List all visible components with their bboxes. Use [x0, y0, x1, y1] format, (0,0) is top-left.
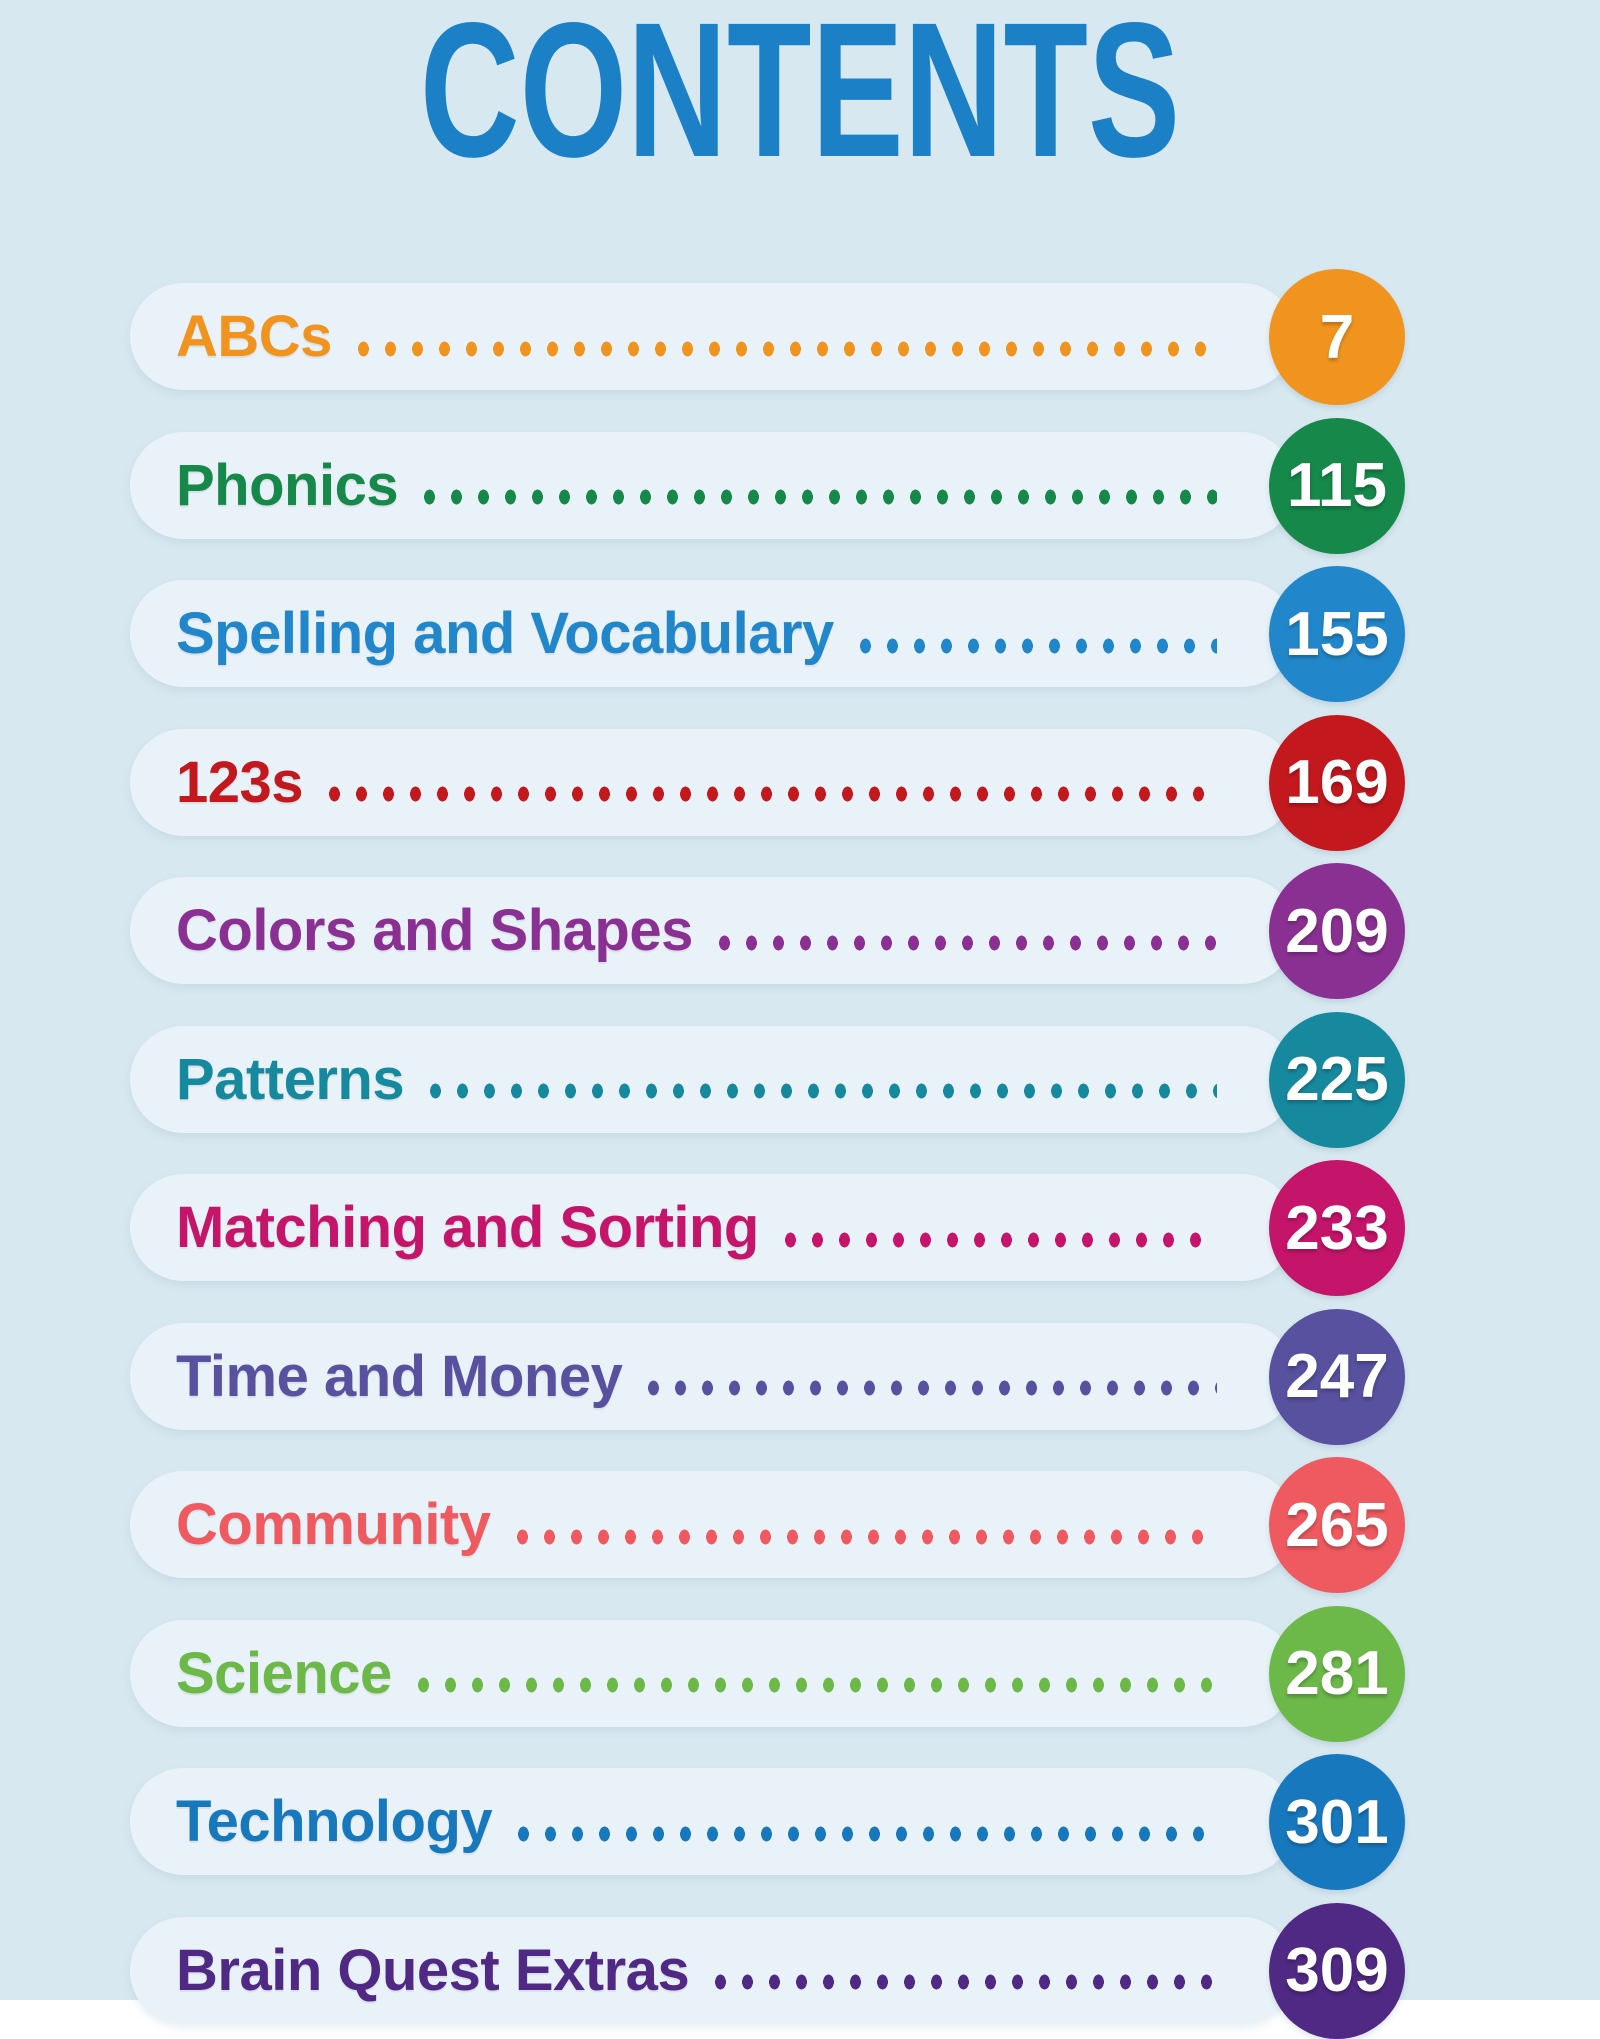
toc-entry-title: Patterns: [176, 1046, 405, 1112]
toc-entry-title: Phonics: [176, 452, 399, 518]
page-number-badge: 7: [1269, 269, 1405, 405]
page-number: 115: [1286, 451, 1388, 520]
toc-row: Phonics 115: [130, 417, 1406, 554]
dotted-leader: [349, 337, 1217, 360]
toc-row-pill: 123s: [130, 728, 1295, 836]
dotted-leader: [776, 1228, 1217, 1251]
toc-entry-title: Community: [176, 1492, 491, 1557]
toc-row-pill: Community: [130, 1471, 1295, 1578]
page-number-badge: 233: [1269, 1160, 1405, 1296]
dotted-leader: [321, 783, 1217, 805]
page-number: 155: [1285, 599, 1389, 669]
toc-row-pill: Colors and Shapes: [130, 877, 1295, 984]
toc-row: Colors and Shapes 209: [130, 863, 1406, 999]
toc-entry-title: ABCs: [176, 304, 332, 369]
toc-row: Patterns 225: [130, 1011, 1406, 1148]
toc-row: ABCs 7: [130, 269, 1406, 405]
toc-row: Brain Quest Extras 309: [130, 1902, 1406, 2039]
toc-row-pill: Technology: [130, 1768, 1295, 1875]
page-number-badge: 169: [1269, 714, 1405, 851]
dotted-leader: [416, 486, 1217, 508]
page-number-badge: 209: [1269, 863, 1405, 999]
toc-entry-title: Science: [176, 1640, 392, 1706]
toc-row-pill: Science: [130, 1619, 1295, 1727]
contents-list: ABCs 7 Phonics 115 Spelling and Vocabula…: [130, 269, 1406, 2039]
toc-row-pill: Spelling and Vocabulary: [130, 580, 1295, 687]
toc-row: Community 265: [130, 1457, 1406, 1593]
page-number: 225: [1285, 1045, 1389, 1114]
toc-row: Time and Money 247: [130, 1308, 1406, 1445]
page-number-badge: 265: [1269, 1457, 1405, 1593]
dotted-leader: [508, 1525, 1217, 1548]
page-number: 247: [1285, 1342, 1389, 1411]
page-number: 209: [1285, 896, 1389, 966]
page-number-badge: 115: [1269, 417, 1405, 554]
toc-row-pill: Phonics: [130, 431, 1295, 539]
page-title: CONTENTS: [419, 0, 1181, 197]
page-number: 7: [1319, 302, 1355, 372]
toc-row-pill: Patterns: [130, 1025, 1295, 1133]
dotted-leader: [851, 634, 1217, 657]
toc-row: Spelling and Vocabulary 155: [130, 566, 1406, 702]
page-number: 265: [1285, 1490, 1389, 1560]
toc-row-pill: ABCs: [130, 283, 1295, 390]
dotted-leader: [409, 1674, 1217, 1696]
page-number: 281: [1285, 1639, 1389, 1708]
toc-row-pill: Time and Money: [130, 1322, 1295, 1430]
page-number-badge: 281: [1269, 1605, 1405, 1742]
toc-row: 123s 169: [130, 714, 1406, 851]
toc-entry-title: Time and Money: [176, 1343, 623, 1409]
toc-row-pill: Brain Quest Extras: [130, 1916, 1295, 2024]
toc-entry-title: Brain Quest Extras: [176, 1937, 690, 2003]
page-number: 301: [1285, 1787, 1389, 1857]
toc-entry-title: 123s: [176, 749, 304, 815]
dotted-leader: [710, 931, 1217, 954]
page-number-badge: 247: [1269, 1308, 1405, 1445]
page-number: 309: [1285, 1936, 1389, 2005]
dotted-leader: [707, 1971, 1217, 1993]
dotted-leader: [422, 1080, 1217, 1102]
page-number-badge: 155: [1269, 566, 1405, 702]
toc-row-pill: Matching and Sorting: [130, 1174, 1295, 1281]
toc-entry-title: Spelling and Vocabulary: [176, 601, 834, 666]
page-number-badge: 309: [1269, 1902, 1405, 2039]
toc-entry-title: Matching and Sorting: [176, 1195, 759, 1260]
toc-row: Technology 301: [130, 1754, 1406, 1890]
toc-row: Science 281: [130, 1605, 1406, 1742]
page-number-badge: 301: [1269, 1754, 1405, 1890]
dotted-leader: [640, 1377, 1217, 1399]
page-number: 233: [1285, 1193, 1389, 1263]
dotted-leader: [510, 1822, 1217, 1845]
toc-entry-title: Colors and Shapes: [176, 898, 693, 963]
page-number: 169: [1285, 748, 1389, 817]
toc-row: Matching and Sorting 233: [130, 1160, 1406, 1296]
toc-entry-title: Technology: [176, 1789, 493, 1854]
page-number-badge: 225: [1269, 1011, 1405, 1148]
